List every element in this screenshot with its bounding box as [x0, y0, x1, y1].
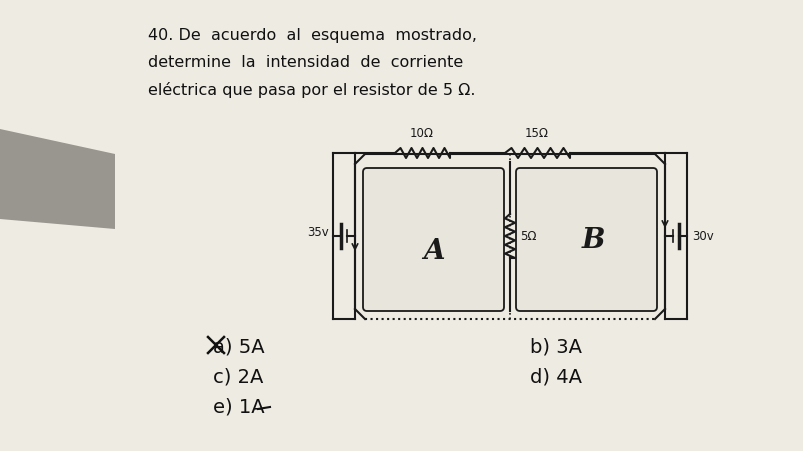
Text: 35v: 35v: [307, 226, 328, 239]
Text: 5Ω: 5Ω: [520, 230, 536, 243]
Text: eléctrica que pasa por el resistor de 5 Ω.: eléctrica que pasa por el resistor de 5 …: [148, 82, 475, 98]
Text: B: B: [581, 226, 604, 253]
FancyBboxPatch shape: [362, 169, 503, 311]
Text: 15Ω: 15Ω: [524, 127, 548, 140]
Text: 30v: 30v: [691, 230, 713, 243]
Text: d) 4A: d) 4A: [529, 367, 581, 386]
Text: a) 5A: a) 5A: [213, 337, 264, 356]
Text: e) 1A: e) 1A: [213, 397, 264, 416]
Text: c) 2A: c) 2A: [213, 367, 263, 386]
Text: 40. De  acuerdo  al  esquema  mostrado,: 40. De acuerdo al esquema mostrado,: [148, 28, 476, 43]
Text: A: A: [422, 237, 444, 264]
Polygon shape: [0, 130, 115, 230]
Text: 10Ω: 10Ω: [410, 127, 434, 140]
FancyBboxPatch shape: [516, 169, 656, 311]
Text: b) 3A: b) 3A: [529, 337, 581, 356]
Text: determine  la  intensidad  de  corriente: determine la intensidad de corriente: [148, 55, 463, 70]
